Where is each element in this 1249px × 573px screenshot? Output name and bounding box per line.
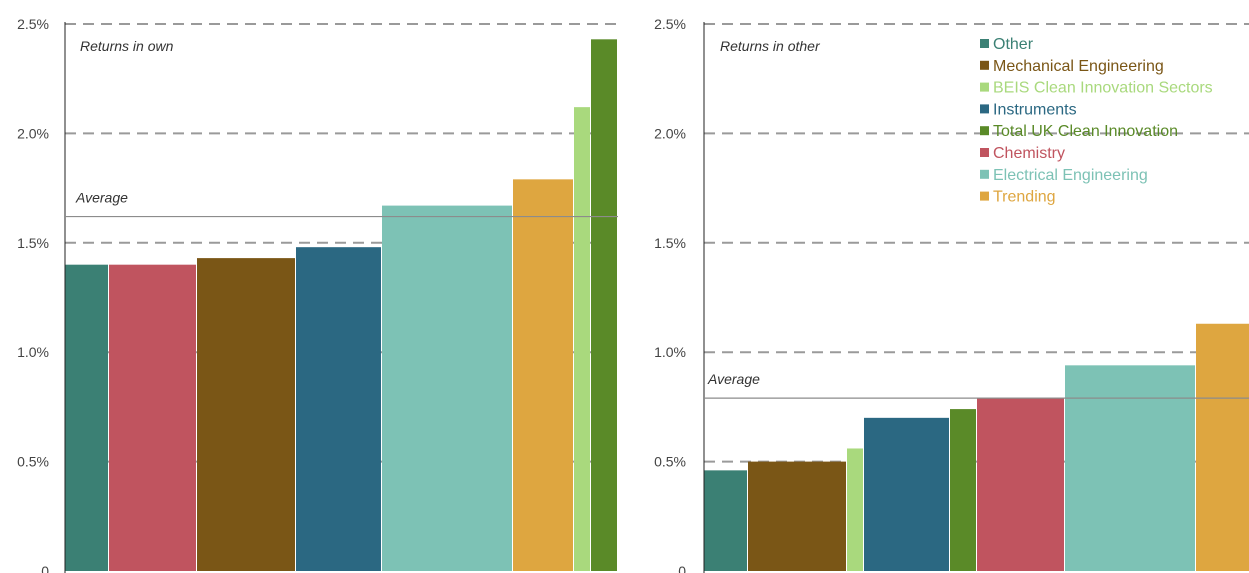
y-tick-label: 0.5% bbox=[654, 454, 686, 470]
bar-other bbox=[704, 470, 747, 571]
legend-swatch bbox=[980, 60, 989, 70]
bar-chemistry bbox=[977, 398, 1064, 571]
legend-swatch bbox=[980, 104, 989, 114]
bar-total-uk-clean-innovation bbox=[950, 409, 976, 571]
bar-electrical-engineering bbox=[382, 205, 512, 571]
legend-swatch bbox=[980, 169, 989, 179]
y-tick-label: 0.5% bbox=[17, 454, 49, 470]
bar-chemistry bbox=[109, 264, 196, 571]
y-tick-label: 1.0% bbox=[17, 344, 49, 360]
y-tick-label: 2.5% bbox=[654, 16, 686, 32]
bar-beis-clean-innovation-sectors bbox=[847, 448, 863, 571]
legend-item-label: BEIS Clean Innovation Sectors bbox=[993, 80, 1213, 97]
bar-trending bbox=[513, 179, 573, 571]
panel-annotation: Returns in other bbox=[720, 38, 821, 54]
legend-swatch bbox=[980, 126, 989, 136]
legend-item-label: Chemistry bbox=[993, 145, 1065, 162]
bar-total-uk-clean-innovation bbox=[591, 39, 617, 572]
legend-swatch bbox=[980, 148, 989, 157]
y-tick-label: 1.5% bbox=[17, 235, 49, 251]
legend-item-label: Total UK Clean Innovation bbox=[993, 123, 1178, 140]
average-label: Average bbox=[707, 371, 760, 387]
y-tick-label: 2.0% bbox=[17, 125, 49, 141]
bar-mechanical-engineering bbox=[748, 461, 846, 571]
legend-swatch bbox=[980, 39, 989, 48]
bar-beis-clean-innovation-sectors bbox=[574, 107, 590, 572]
y-tick-label: 1.0% bbox=[654, 344, 686, 360]
left-panel-returns-in-own: 0 0.5% 1.0% 1.5% 2.0% 2.5% Average Returns in o… bbox=[17, 16, 618, 573]
y-tick-label: 0 bbox=[41, 563, 49, 573]
bar-electrical-engineering bbox=[1065, 365, 1195, 571]
bar-mechanical-engineering bbox=[197, 258, 295, 571]
y-tick-label: 2.0% bbox=[654, 125, 686, 141]
panel-annotation: Returns in own bbox=[80, 38, 174, 54]
legend-item-label: Instruments bbox=[993, 101, 1077, 118]
legend-swatch bbox=[980, 191, 989, 201]
bar-instruments bbox=[296, 247, 381, 571]
y-tick-label: 2.5% bbox=[17, 16, 49, 32]
right-panel-returns-in-other: 0 0.5% 1.0% 1.5% 2.0% 2.5% Average Returns in o… bbox=[654, 16, 1249, 573]
legend-item-label: Trending bbox=[993, 189, 1056, 206]
y-tick-label: 0 bbox=[678, 563, 686, 573]
legend-item-label: Other bbox=[993, 36, 1034, 53]
legend-item-label: Electrical Engineering bbox=[993, 167, 1148, 184]
bar-trending bbox=[1196, 323, 1249, 571]
legend-item-label: Mechanical Engineering bbox=[993, 58, 1164, 75]
legend: Other Mechanical Engineering BEIS Clean In… bbox=[980, 36, 1213, 206]
bar-other bbox=[65, 264, 108, 571]
bar-instruments bbox=[864, 417, 949, 571]
y-tick-label: 1.5% bbox=[654, 235, 686, 251]
average-label: Average bbox=[75, 190, 128, 206]
legend-swatch bbox=[980, 82, 989, 92]
